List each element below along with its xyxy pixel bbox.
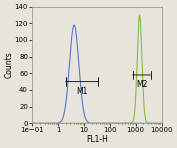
Text: M1: M1 [76,87,87,96]
Text: M2: M2 [136,80,147,89]
X-axis label: FL1-H: FL1-H [86,135,108,144]
Y-axis label: Counts: Counts [4,52,13,78]
